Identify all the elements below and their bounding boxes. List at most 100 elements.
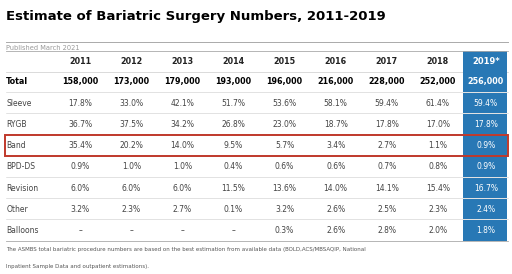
Text: 16.7%: 16.7% — [474, 184, 498, 193]
Text: 17.8%: 17.8% — [474, 120, 498, 129]
Text: 2.0%: 2.0% — [428, 226, 447, 235]
Text: Estimate of Bariatric Surgery Numbers, 2011-2019: Estimate of Bariatric Surgery Numbers, 2… — [6, 10, 386, 22]
Text: 14.1%: 14.1% — [375, 184, 399, 193]
Bar — [463, 199, 507, 219]
Text: 256,000: 256,000 — [468, 77, 504, 86]
Text: 0.7%: 0.7% — [377, 162, 396, 171]
Text: 2.6%: 2.6% — [326, 226, 345, 235]
Text: 0.9%: 0.9% — [476, 162, 496, 171]
Bar — [463, 135, 507, 156]
Text: –: – — [181, 226, 184, 235]
Text: 35.4%: 35.4% — [68, 141, 92, 150]
Text: 1.0%: 1.0% — [122, 162, 141, 171]
Text: Revision: Revision — [6, 184, 38, 193]
Text: 26.8%: 26.8% — [222, 120, 245, 129]
Text: 20.2%: 20.2% — [119, 141, 143, 150]
Text: 6.0%: 6.0% — [173, 184, 192, 193]
Text: –: – — [130, 226, 133, 235]
Text: 5.7%: 5.7% — [275, 141, 294, 150]
Text: 59.4%: 59.4% — [474, 99, 498, 108]
Text: 2.3%: 2.3% — [428, 205, 447, 214]
Text: 15.4%: 15.4% — [426, 184, 450, 193]
Text: RYGB: RYGB — [6, 120, 27, 129]
Bar — [463, 114, 507, 134]
Text: Published March 2021: Published March 2021 — [6, 45, 80, 51]
Text: 2012: 2012 — [120, 57, 142, 66]
Text: The ASMBS total bariatric procedure numbers are based on the best estimation fro: The ASMBS total bariatric procedure numb… — [6, 247, 366, 252]
Text: 216,000: 216,000 — [317, 77, 354, 86]
Bar — [463, 51, 507, 72]
Text: 2016: 2016 — [325, 57, 347, 66]
Text: Balloons: Balloons — [6, 226, 38, 235]
Text: 3.2%: 3.2% — [71, 205, 90, 214]
Bar — [5, 136, 508, 156]
Text: 36.7%: 36.7% — [68, 120, 92, 129]
Text: –: – — [78, 226, 82, 235]
Text: 0.9%: 0.9% — [71, 162, 90, 171]
Text: 179,000: 179,000 — [164, 77, 201, 86]
Text: 196,000: 196,000 — [267, 77, 303, 86]
Text: 1.0%: 1.0% — [173, 162, 192, 171]
Text: 0.4%: 0.4% — [224, 162, 243, 171]
Text: 11.5%: 11.5% — [222, 184, 245, 193]
Text: 2.7%: 2.7% — [173, 205, 192, 214]
Text: 2.3%: 2.3% — [122, 205, 141, 214]
Text: 33.0%: 33.0% — [119, 99, 143, 108]
Text: 13.6%: 13.6% — [272, 184, 296, 193]
Bar — [463, 93, 507, 113]
Text: 2015: 2015 — [273, 57, 295, 66]
Text: 3.4%: 3.4% — [326, 141, 345, 150]
Text: 42.1%: 42.1% — [170, 99, 195, 108]
Text: 17.8%: 17.8% — [69, 99, 92, 108]
Text: 1.8%: 1.8% — [476, 226, 496, 235]
Text: 59.4%: 59.4% — [375, 99, 399, 108]
Text: 2014: 2014 — [223, 57, 245, 66]
Bar — [463, 178, 507, 198]
Text: 53.6%: 53.6% — [272, 99, 296, 108]
Text: 23.0%: 23.0% — [272, 120, 296, 129]
Text: 2.8%: 2.8% — [377, 226, 396, 235]
Text: 1.1%: 1.1% — [429, 141, 447, 150]
Text: 6.0%: 6.0% — [122, 184, 141, 193]
Bar — [463, 72, 507, 92]
Text: 0.6%: 0.6% — [326, 162, 345, 171]
Text: 18.7%: 18.7% — [324, 120, 348, 129]
Text: 61.4%: 61.4% — [426, 99, 450, 108]
Text: 0.3%: 0.3% — [275, 226, 294, 235]
Text: 3.2%: 3.2% — [275, 205, 294, 214]
Text: 2.7%: 2.7% — [377, 141, 396, 150]
Text: Other: Other — [6, 205, 28, 214]
Text: –: – — [231, 226, 236, 235]
Text: 34.2%: 34.2% — [170, 120, 195, 129]
Text: 252,000: 252,000 — [420, 77, 456, 86]
Text: 173,000: 173,000 — [113, 77, 150, 86]
Text: 228,000: 228,000 — [369, 77, 405, 86]
Text: BPD-DS: BPD-DS — [6, 162, 35, 171]
Text: 158,000: 158,000 — [62, 77, 98, 86]
Text: Total: Total — [6, 77, 28, 86]
Text: 0.9%: 0.9% — [476, 141, 496, 150]
Text: 2.4%: 2.4% — [476, 205, 496, 214]
Text: Sleeve: Sleeve — [6, 99, 32, 108]
Text: 6.0%: 6.0% — [71, 184, 90, 193]
Text: 2.5%: 2.5% — [377, 205, 396, 214]
Text: Band: Band — [6, 141, 26, 150]
Text: 0.8%: 0.8% — [428, 162, 447, 171]
Text: 2019*: 2019* — [472, 57, 500, 66]
Text: 2011: 2011 — [69, 57, 91, 66]
Text: 9.5%: 9.5% — [224, 141, 243, 150]
Text: 0.1%: 0.1% — [224, 205, 243, 214]
Text: 37.5%: 37.5% — [119, 120, 143, 129]
Text: 58.1%: 58.1% — [324, 99, 348, 108]
Text: 51.7%: 51.7% — [222, 99, 246, 108]
Text: 2018: 2018 — [426, 57, 449, 66]
Text: 17.0%: 17.0% — [426, 120, 450, 129]
Text: 2013: 2013 — [172, 57, 194, 66]
Text: Inpatient Sample Data and outpatient estimations).: Inpatient Sample Data and outpatient est… — [6, 264, 149, 269]
Text: 14.0%: 14.0% — [170, 141, 195, 150]
Bar — [463, 156, 507, 177]
Text: 17.8%: 17.8% — [375, 120, 399, 129]
Text: 0.6%: 0.6% — [275, 162, 294, 171]
Text: 193,000: 193,000 — [216, 77, 251, 86]
Text: 2017: 2017 — [376, 57, 398, 66]
